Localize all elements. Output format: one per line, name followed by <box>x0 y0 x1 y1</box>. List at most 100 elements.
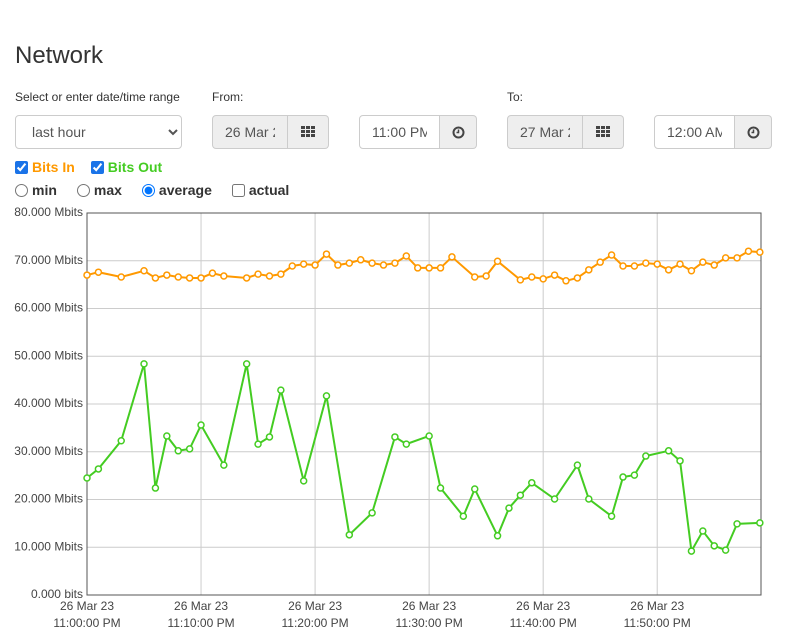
data-point <box>630 471 639 479</box>
data-point <box>676 457 684 465</box>
data-point <box>334 261 342 269</box>
y-tick-label: 0.000 bits <box>31 587 83 601</box>
y-tick-label: 10.000 Mbits <box>14 539 83 553</box>
data-point <box>470 273 479 281</box>
data-point <box>151 484 160 492</box>
page-title: Network <box>15 42 104 69</box>
mode-option[interactable]: max <box>76 182 122 198</box>
data-point <box>83 474 91 482</box>
data-point <box>174 447 182 455</box>
data-point <box>242 274 251 282</box>
data-point <box>642 259 650 267</box>
data-point <box>493 532 502 540</box>
data-point <box>299 477 308 485</box>
mode-option[interactable]: average <box>141 182 212 198</box>
to-clock[interactable] <box>735 115 772 149</box>
data-point <box>585 495 593 503</box>
to-time[interactable] <box>654 115 735 149</box>
mode-radio[interactable] <box>141 183 155 197</box>
mode-label: max <box>93 182 122 198</box>
data-point <box>151 274 160 282</box>
data-point <box>436 484 445 492</box>
data-point <box>470 485 479 493</box>
data-point <box>562 277 570 285</box>
to-date[interactable] <box>507 115 583 149</box>
data-point <box>642 452 650 460</box>
data-point <box>368 509 376 517</box>
y-tick-label: 50.000 Mbits <box>14 348 83 362</box>
x-tick-label: 11:40:00 PM <box>510 616 577 630</box>
data-point <box>664 447 673 455</box>
mode-checkbox[interactable] <box>231 183 245 197</box>
data-point <box>163 271 171 279</box>
from-calendar[interactable] <box>288 115 329 149</box>
from-date[interactable] <box>212 115 288 149</box>
data-point <box>687 267 696 275</box>
mode-radio[interactable] <box>15 183 28 197</box>
from-clock[interactable] <box>440 115 477 149</box>
x-tick-label: 11:50:00 PM <box>624 616 691 630</box>
data-point <box>733 520 741 528</box>
data-point <box>117 273 125 281</box>
to-label: To: <box>507 90 524 104</box>
data-point <box>528 273 536 281</box>
data-point <box>436 264 445 272</box>
data-point <box>607 251 616 259</box>
data-point <box>676 260 684 268</box>
mode-options: min max average actual <box>15 182 289 198</box>
mode-radio[interactable] <box>76 183 90 197</box>
data-point <box>379 261 388 269</box>
data-point <box>664 266 673 274</box>
data-point <box>516 276 525 284</box>
data-point <box>117 437 125 445</box>
data-point <box>756 248 764 256</box>
data-point <box>265 272 274 280</box>
mode-option[interactable]: actual <box>231 182 289 198</box>
x-tick-label: 11:10:00 PM <box>167 616 234 630</box>
y-tick-label: 30.000 Mbits <box>14 444 83 458</box>
legend-label: Bits Out <box>107 159 163 175</box>
data-point <box>356 256 365 264</box>
data-point <box>345 259 354 267</box>
data-point <box>391 259 399 267</box>
x-tick-label: 26 Mar 23 <box>402 599 456 613</box>
data-point <box>83 271 91 279</box>
data-point <box>607 512 616 520</box>
data-point <box>94 268 103 276</box>
mode-option[interactable]: min <box>15 182 57 198</box>
data-point <box>220 272 228 280</box>
legend-item[interactable]: Bits Out <box>90 159 163 175</box>
data-point <box>459 512 468 520</box>
data-point <box>699 258 707 266</box>
y-tick-label: 20.000 Mbits <box>14 492 83 506</box>
data-point <box>653 260 661 268</box>
data-point <box>539 275 547 283</box>
data-point <box>505 504 513 512</box>
data-point <box>710 542 718 550</box>
data-point <box>322 250 331 258</box>
data-point <box>482 272 490 280</box>
data-point <box>528 479 536 487</box>
y-tick-label: 80.000 Mbits <box>14 205 83 219</box>
series-checkbox[interactable] <box>90 160 104 174</box>
data-point <box>425 432 433 440</box>
data-point <box>185 274 194 282</box>
data-point <box>185 445 194 453</box>
x-tick-label: 26 Mar 23 <box>630 599 684 613</box>
legend-item[interactable]: Bits In <box>15 159 75 175</box>
data-point <box>254 270 262 278</box>
data-point <box>585 266 593 274</box>
data-point <box>220 461 228 469</box>
data-point <box>277 270 285 278</box>
range-select[interactable]: last hour <box>15 115 182 149</box>
x-tick-label: 11:20:00 PM <box>282 616 349 630</box>
data-point <box>254 440 262 448</box>
x-tick-label: 26 Mar 23 <box>60 599 114 613</box>
to-calendar[interactable] <box>583 115 624 149</box>
x-tick-label: 26 Mar 23 <box>516 599 570 613</box>
data-point <box>242 360 251 368</box>
data-point <box>277 386 285 394</box>
from-time[interactable] <box>359 115 440 149</box>
series-checkbox[interactable] <box>15 160 28 174</box>
